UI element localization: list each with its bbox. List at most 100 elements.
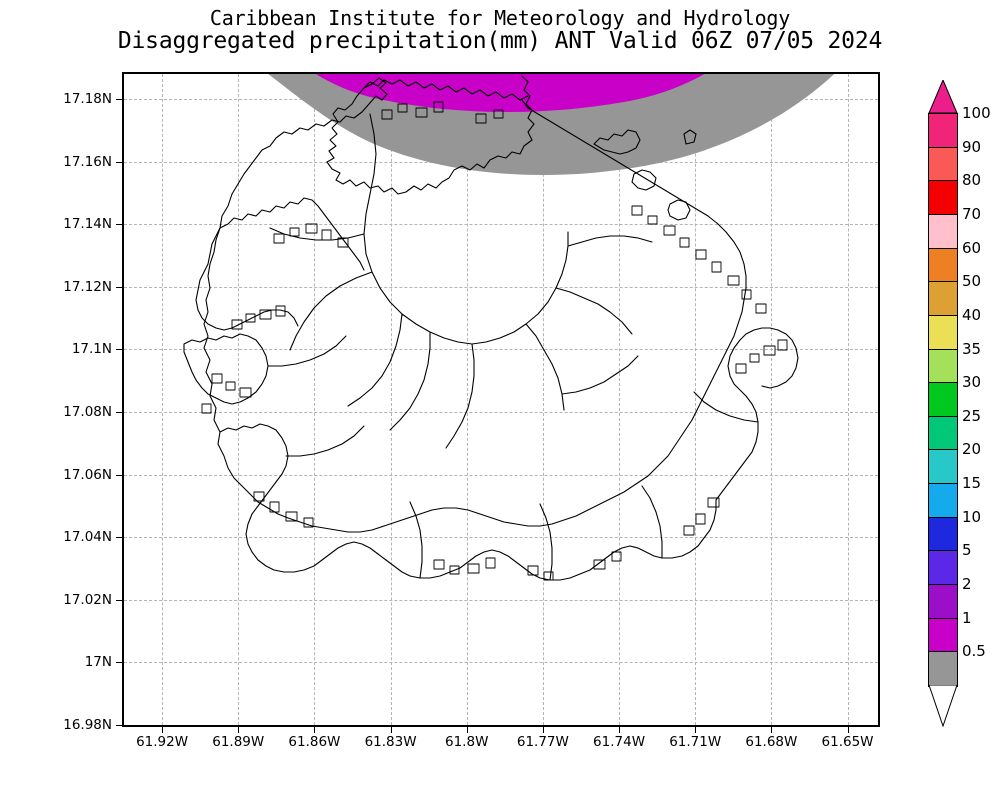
x-axis-tick-label-1: 61.89W (212, 734, 265, 750)
colorbar-segment-15[interactable] (929, 484, 957, 518)
gridline-horizontal-3 (124, 286, 878, 288)
y-axis-tick-label-0: 17.18N (63, 91, 112, 108)
gridline-vertical-9 (847, 74, 849, 725)
y-axis-tick-mark-2 (116, 224, 122, 226)
gridline-horizontal-9 (124, 662, 878, 664)
gridline-vertical-5 (542, 74, 544, 725)
y-axis-tick-label-7: 17.04N (63, 529, 112, 546)
colorbar-segment-80[interactable] (929, 181, 957, 215)
parish-boundaries (267, 113, 759, 581)
gridline-vertical-0 (162, 74, 164, 725)
y-axis-tick-mark-1 (116, 161, 122, 163)
southwest-coast (219, 423, 387, 573)
x-axis-tick-label-3: 61.83W (364, 734, 417, 750)
y-axis-tick-label-8: 17.02N (63, 591, 112, 608)
y-axis-tick-mark-5 (116, 412, 122, 414)
y-axis-tick-mark-7 (116, 537, 122, 539)
colorbar-segment-60[interactable] (929, 248, 957, 283)
x-axis-tick-mark-4 (466, 727, 468, 733)
gridline-vertical-7 (695, 74, 697, 725)
x-axis-tick-mark-2 (314, 727, 316, 733)
colorbar-segment-70[interactable] (929, 214, 957, 249)
colorbar-tick-label-25: 25 (962, 406, 982, 425)
colorbar-segment-30[interactable] (929, 383, 957, 417)
colorbar-tick-label-90: 90 (962, 137, 982, 156)
map-canvas (124, 74, 878, 725)
x-axis-tick-label-7: 61.71W (669, 734, 722, 750)
colorbar-tick-label-1: 1 (962, 608, 972, 627)
y-axis-tick-mark-9 (116, 662, 122, 664)
x-axis-tick-mark-5 (542, 727, 544, 733)
north-coast-detail (363, 79, 529, 101)
x-axis-tick-mark-1 (238, 727, 240, 733)
colorbar-tick-label-30: 30 (962, 373, 982, 392)
colorbar-tick-label-35: 35 (962, 339, 982, 358)
south-coast (385, 499, 717, 581)
colorbar-segment-100[interactable] (929, 114, 957, 148)
colorbar-segment-5[interactable] (929, 551, 957, 586)
colorbar-segment-1[interactable] (929, 618, 957, 653)
colorbar-tick-label-0.5: 0.5 (962, 642, 986, 661)
colorbar-tick-label-70: 70 (962, 204, 982, 223)
y-axis-tick-mark-10 (116, 725, 122, 726)
colorbar-tick-label-40: 40 (962, 305, 982, 324)
colorbar-segment-10[interactable] (929, 517, 957, 552)
gridline-horizontal-5 (124, 412, 878, 414)
x-axis-tick-mark-0 (162, 727, 164, 733)
east-coast (715, 327, 799, 501)
y-axis-tick-label-6: 17.06N (63, 466, 112, 483)
colorbar-segment-35[interactable] (929, 349, 957, 384)
map-plot-area[interactable] (122, 72, 880, 727)
x-axis-tick-label-4: 61.8W (445, 734, 489, 750)
x-axis-tick-label-6: 61.74W (593, 734, 646, 750)
colorbar-over-arrow (928, 80, 958, 114)
x-axis-tick-label-9: 61.65W (821, 734, 874, 750)
figure-main-title: Disaggregated precipitation(mm) ANT Vali… (117, 28, 883, 54)
figure-institution-title: Caribbean Institute for Meteorology and … (209, 6, 791, 30)
y-axis-tick-label-5: 17.08N (63, 404, 112, 421)
y-axis-tick-mark-0 (116, 99, 122, 101)
colorbar-tick-label-80: 80 (962, 171, 982, 190)
x-axis-tick-label-2: 61.86W (288, 734, 341, 750)
gridline-vertical-1 (238, 74, 240, 725)
gridline-vertical-2 (314, 74, 316, 725)
gridline-horizontal-6 (124, 474, 878, 476)
colorbar-tick-label-2: 2 (962, 575, 972, 594)
antigua-main-coastline (203, 75, 747, 533)
y-axis-tick-label-2: 17.14N (63, 216, 112, 233)
gridline-horizontal-8 (124, 599, 878, 601)
colorbar-tick-label-5: 5 (962, 541, 972, 560)
x-axis-tick-label-8: 61.68W (745, 734, 798, 750)
gridline-horizontal-7 (124, 537, 878, 539)
colorbar-segment-0.5[interactable] (929, 652, 957, 686)
colorbar-segment-20[interactable] (929, 450, 957, 485)
colorbar-segment-25[interactable] (929, 416, 957, 451)
x-axis-tick-mark-9 (847, 727, 849, 733)
colorbar-tick-label-100: 100 (962, 104, 991, 122)
gridline-vertical-3 (390, 74, 392, 725)
colorbar-under-arrow (928, 685, 958, 727)
gridline-vertical-8 (771, 74, 773, 725)
gridline-vertical-4 (466, 74, 468, 725)
y-axis-tick-label-9: 17N (84, 654, 112, 671)
x-axis-tick-mark-3 (390, 727, 392, 733)
y-axis-tick-label-1: 17.16N (63, 153, 112, 170)
colorbar-segment-50[interactable] (929, 282, 957, 316)
x-axis-tick-label-0: 61.92W (136, 734, 189, 750)
northeast-islets (593, 129, 697, 221)
colorbar-segment-40[interactable] (929, 315, 957, 350)
colorbar-segment-2[interactable] (929, 585, 957, 619)
colorbar-segment-90[interactable] (929, 147, 957, 182)
y-axis-tick-mark-3 (116, 286, 122, 288)
x-axis-tick-label-5: 61.77W (516, 734, 569, 750)
x-axis-tick-mark-6 (619, 727, 621, 733)
northwest-peninsula (195, 197, 365, 331)
colorbar[interactable] (928, 113, 958, 687)
west-coast-lobes (183, 333, 269, 405)
gridline-horizontal-2 (124, 224, 878, 226)
colorbar-tick-label-50: 50 (962, 272, 982, 291)
y-axis-tick-mark-4 (116, 349, 122, 351)
gridline-horizontal-10 (124, 725, 878, 726)
colorbar-tick-label-60: 60 (962, 238, 982, 257)
